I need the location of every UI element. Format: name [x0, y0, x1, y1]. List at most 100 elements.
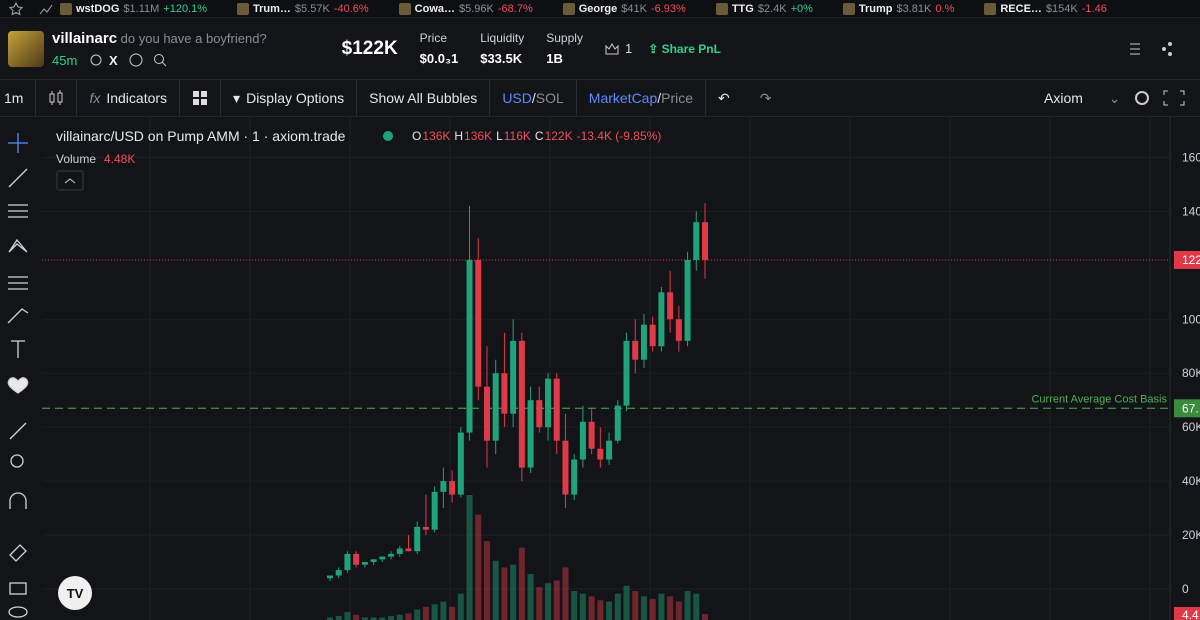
- volume-bar: [344, 612, 351, 620]
- ticker-price: $5.57K: [294, 2, 330, 15]
- volume-bar: [353, 614, 360, 620]
- candle-body: [457, 432, 464, 495]
- y-tick-label: 100: [1182, 312, 1200, 326]
- ticker-icons: [8, 1, 53, 15]
- candle-body: [501, 373, 508, 414]
- ohlc-key: L: [496, 129, 503, 143]
- plot: [327, 203, 708, 620]
- candle-body: [571, 459, 578, 495]
- token-stats: Price $0.0₃1 Liquidity $33.5K Supply 1B: [420, 31, 583, 66]
- volume-bar: [327, 617, 333, 620]
- stat: Supply 1B: [546, 31, 583, 66]
- grid-icon: [193, 91, 208, 105]
- volume-bar: [422, 606, 429, 620]
- candle-body: [614, 405, 621, 441]
- drawing-tools[interactable]: [7, 133, 29, 618]
- undo-redo[interactable]: ↶ ↷: [718, 89, 772, 106]
- show-bubbles[interactable]: Show All Bubbles: [357, 80, 491, 116]
- chart-type[interactable]: [36, 80, 78, 116]
- share-pnl[interactable]: ⇪ Share PnL: [648, 41, 721, 56]
- ticker-change: -6.93%: [650, 2, 686, 15]
- stat-label: Supply: [546, 31, 583, 45]
- volume-bar: [536, 587, 543, 620]
- layouts[interactable]: [180, 80, 222, 116]
- stat-label: Liquidity: [480, 31, 525, 45]
- candle-body: [466, 259, 473, 433]
- ticker-price: $3.81K: [896, 2, 932, 15]
- volume-bar: [431, 604, 438, 620]
- display-options[interactable]: ▾ Display Options: [221, 80, 358, 116]
- ticker-item[interactable]: TTG $2.4K +0%: [715, 2, 813, 15]
- ticker-change: +0%: [790, 2, 813, 15]
- stat-label: Price: [419, 31, 448, 45]
- currency-toggle[interactable]: USD/SOL: [490, 80, 577, 116]
- ohlc-value: 116K: [504, 129, 531, 143]
- volume-bar: [553, 580, 560, 620]
- y-tick-label: 140: [1182, 204, 1200, 218]
- candle-body: [579, 421, 586, 460]
- settings-fullscreen[interactable]: [1130, 88, 1190, 108]
- stat-value: $0.0₃1: [419, 51, 459, 66]
- candle-body: [675, 319, 682, 341]
- indicators[interactable]: fx Indicators: [77, 80, 181, 116]
- volume-bar: [370, 617, 377, 620]
- volume-bar: [361, 617, 368, 620]
- candle-body: [483, 386, 490, 441]
- ohlc-key: O: [412, 129, 421, 143]
- ohlc-key: C: [535, 129, 544, 143]
- candle-body: [440, 481, 447, 492]
- avg-cost-name: Current Average Cost Basis: [1031, 393, 1167, 405]
- volume-value: 4.48K: [104, 152, 135, 166]
- share-pnl-label: Share PnL: [661, 41, 721, 56]
- candle-body: [623, 340, 630, 406]
- ticker-change: +120.1%: [163, 2, 208, 15]
- candle-body: [370, 559, 377, 563]
- holders-count: 1: [624, 41, 633, 56]
- provider[interactable]: Axiom ⌄: [1044, 89, 1121, 106]
- volume-bar: [414, 609, 421, 620]
- ticker-item[interactable]: RECE… $154K -1.46: [984, 2, 1107, 15]
- volume-bar: [562, 567, 569, 620]
- volume-bar: [702, 614, 708, 620]
- token-links[interactable]: X: [89, 53, 179, 67]
- candle-body: [693, 222, 700, 260]
- holders[interactable]: 1: [605, 41, 632, 56]
- volume-bar: [405, 613, 412, 620]
- candle-body: [388, 553, 395, 557]
- header-actions[interactable]: [1120, 39, 1200, 59]
- interval[interactable]: 1m: [0, 80, 37, 116]
- ticker-item[interactable]: Trump $3.81K 0.%: [842, 2, 954, 15]
- ticker-price: $5.96K: [459, 2, 494, 15]
- volume-bar: [335, 616, 342, 620]
- tv-logo[interactable]: [58, 576, 92, 610]
- volume-bar: [379, 617, 386, 620]
- metric-toggle[interactable]: MarketCap/Price: [577, 80, 707, 116]
- tv-logo-text: TV: [67, 586, 84, 601]
- y-tick-label: 160: [1182, 150, 1200, 164]
- ticker-item[interactable]: wstDOG $1.11M +120.1%: [60, 2, 208, 15]
- ticker-item[interactable]: Cowa… $5.96K -68.7%: [398, 2, 533, 15]
- candle-body: [492, 373, 499, 441]
- volume-bar: [579, 593, 586, 620]
- volume-bar: [640, 596, 647, 620]
- provider-label: Axiom: [1044, 89, 1083, 106]
- y-tick-label: 20K: [1182, 528, 1200, 542]
- ohlc-value: 122K: [545, 129, 573, 143]
- sol: SOL: [535, 90, 564, 106]
- candle-body: [449, 481, 456, 495]
- ticker-bar: wstDOG $1.11M +120.1% Trum… $5.57K -40.6% Cowa…: [0, 0, 1200, 18]
- token-name: villainarc: [52, 29, 118, 47]
- volume-tag: [1174, 607, 1200, 620]
- volume-bar: [449, 606, 456, 620]
- crown-icon: [605, 42, 619, 54]
- ticker-price: $41K: [621, 2, 647, 15]
- candle-body: [353, 553, 360, 565]
- collapse-button[interactable]: [56, 170, 84, 191]
- ohlc-change: -13.4K (-9.85%): [577, 129, 662, 143]
- candle-body: [553, 378, 560, 441]
- candle-body: [431, 491, 438, 530]
- ticker-item[interactable]: George $41K -6.93%: [562, 2, 686, 15]
- ticker-item[interactable]: Trum… $5.57K -40.6%: [237, 2, 369, 15]
- candle-body: [335, 570, 342, 576]
